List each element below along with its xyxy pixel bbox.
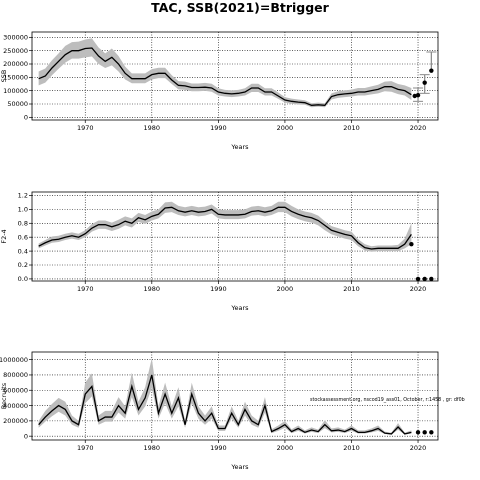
x-tick-label: 2020 [410, 124, 427, 132]
plot-frame [31, 31, 439, 121]
series-line [38, 374, 412, 435]
x-tick-label: 2000 [277, 124, 294, 132]
panel-f: 1970 1980 1990 2000 2010 2020 0.0 0.2 0.4 0.6 0.8 1… [0, 191, 439, 312]
forecast-point [429, 430, 434, 435]
y-tick-label: 600000 [3, 386, 28, 394]
y-tick-label: 50000 [7, 100, 28, 108]
confidence-band [38, 358, 412, 435]
x-axis-label: Years [230, 143, 249, 151]
y-tick-label: 0 [24, 432, 28, 440]
x-tick-label: 1980 [144, 124, 161, 132]
y-tick-label: 200000 [3, 417, 28, 425]
forecast-point [422, 430, 427, 435]
panels: 1970 1980 1990 2000 2010 2020 0 50000 100000 1500… [0, 31, 465, 471]
forecast-point [422, 276, 427, 282]
x-tick-label: 1980 [144, 444, 161, 452]
panel-recruitment: 1970 1980 1990 2000 2010 2020 0 200000 400000 600… [0, 351, 439, 471]
y-tick-label: 800000 [3, 371, 28, 379]
x-tick-label: 2020 [410, 444, 427, 452]
series-line [38, 47, 412, 107]
y-tick-label: 150000 [3, 74, 28, 82]
y-tick-label: 0.4 [18, 247, 28, 255]
confidence-band [38, 38, 412, 108]
x-axis-label: Years [230, 463, 249, 471]
x-tick-label: 2000 [277, 285, 294, 293]
x-tick-label: 2000 [277, 444, 294, 452]
chart-title: TAC, SSB(2021)=Btrigger [151, 0, 329, 15]
x-tick-label: 1970 [77, 285, 94, 293]
y-tick-label: 0.2 [18, 261, 28, 269]
y-tick-label: 250000 [3, 47, 28, 55]
y-axis-label: F2-4 [0, 229, 8, 243]
forecast-point [429, 276, 434, 282]
y-tick-label: 0.0 [18, 275, 28, 283]
series-line [38, 206, 412, 250]
y-tick-label: 0 [24, 114, 28, 122]
forecast-point [409, 241, 414, 247]
y-tick-label: 0.8 [18, 219, 28, 227]
y-tick-label: 400000 [3, 402, 28, 410]
plot-frame [31, 351, 439, 441]
x-tick-label: 1990 [210, 444, 227, 452]
y-tick-label: 100000 [3, 87, 28, 95]
y-tick-label: 0.6 [18, 233, 28, 241]
y-tick-label: 1.0 [18, 206, 28, 214]
y-axis-label: Recruits [0, 382, 8, 409]
forecast-point [429, 68, 434, 73]
forecast-point [412, 93, 417, 99]
annotation: stockassessment.org, nscod19_ass01, Octo… [310, 397, 465, 403]
x-tick-label: 2010 [343, 124, 360, 132]
x-tick-label: 1990 [210, 124, 227, 132]
y-tick-label: 1000000 [0, 356, 28, 364]
plot-frame [31, 191, 439, 282]
x-tick-label: 2010 [343, 444, 360, 452]
y-tick-label: 1.2 [18, 192, 28, 200]
x-axis-label: Years [230, 304, 249, 312]
x-tick-label: 1970 [77, 444, 94, 452]
x-tick-label: 2020 [410, 285, 427, 293]
x-tick-label: 1980 [144, 285, 161, 293]
x-tick-label: 2010 [343, 285, 360, 293]
panel-ssb: 1970 1980 1990 2000 2010 2020 0 50000 100000 1500… [0, 31, 439, 151]
x-tick-label: 1970 [77, 124, 94, 132]
y-tick-label: 200000 [3, 60, 28, 68]
y-tick-label: 300000 [3, 34, 28, 42]
forecast-point [415, 276, 421, 282]
forecast-point [415, 93, 421, 98]
x-tick-label: 1990 [210, 285, 227, 293]
y-axis-label: SSB [0, 70, 8, 83]
forecast-point [415, 430, 421, 435]
forecast-point [422, 80, 427, 85]
